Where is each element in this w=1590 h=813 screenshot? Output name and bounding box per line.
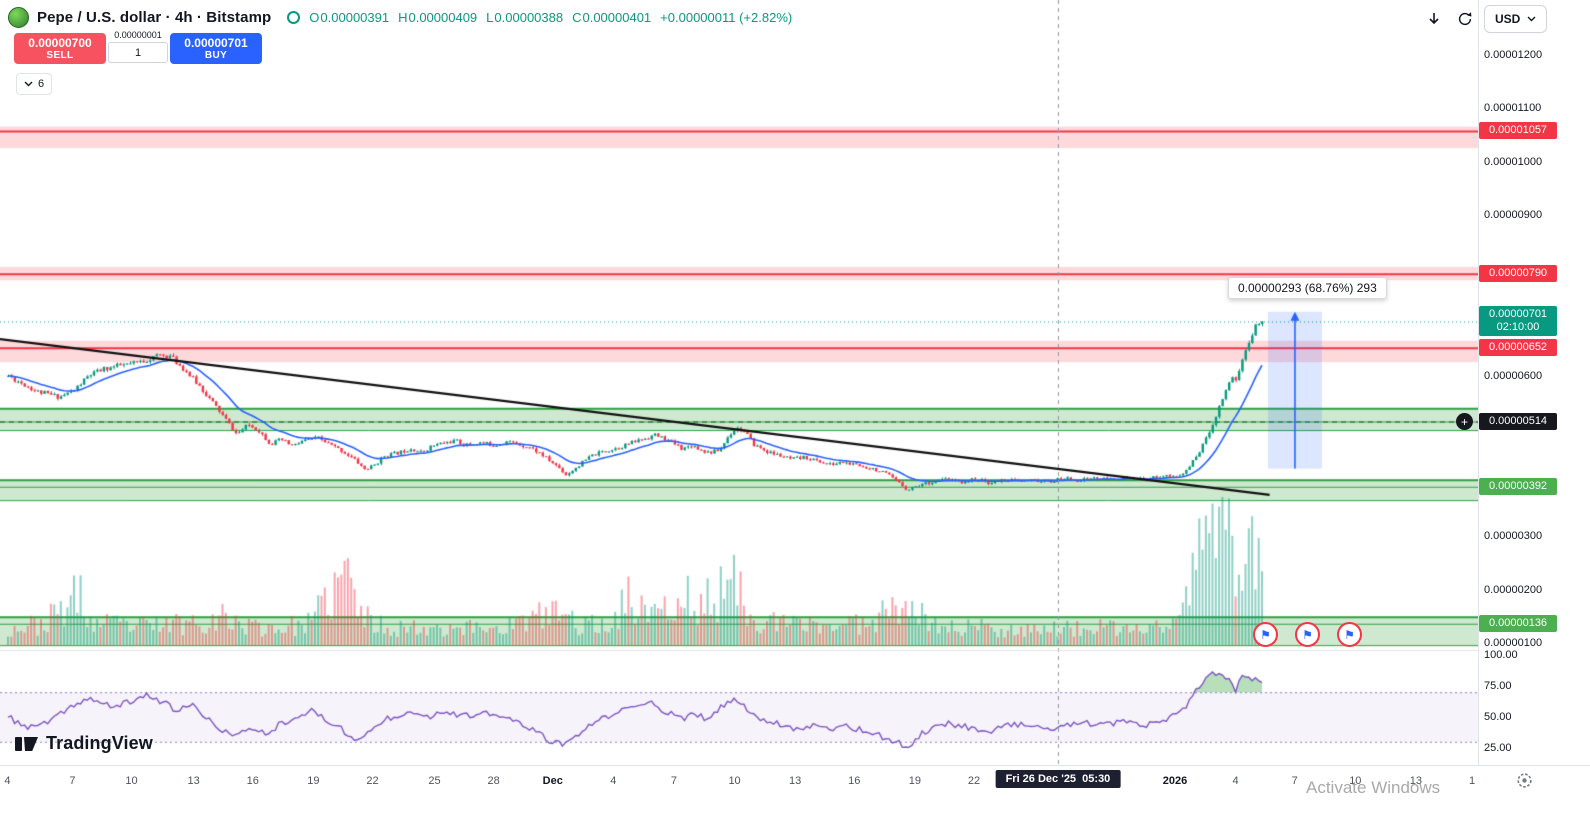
sell-label: SELL (46, 49, 74, 61)
chart-canvas[interactable] (0, 0, 1478, 765)
top-right-controls: USD (1422, 5, 1548, 33)
time-axis-label: 2026 (1162, 775, 1188, 787)
time-axis-label: Dec (542, 775, 563, 787)
pepe-coin-icon (8, 6, 29, 28)
flag-marker-icon[interactable]: ⚑ (1253, 622, 1278, 647)
symbol-title[interactable]: Pepe / U.S. dollar · 4h · Bitstamp (37, 8, 272, 26)
time-axis-label: 19 (908, 775, 921, 787)
time-axis-label: 22 (366, 775, 379, 787)
close-value: 0.00000401 (582, 9, 652, 25)
object-tree-count: 6 (38, 78, 45, 90)
tradingview-logo[interactable]: TradingView (14, 733, 153, 754)
price-axis-badge: 0.00000652 (1479, 338, 1557, 356)
add-alert-plus-icon[interactable]: + (1456, 413, 1473, 430)
flag-marker-icon[interactable]: ⚑ (1337, 622, 1362, 647)
price-axis-badge: 0.00000392 (1479, 477, 1557, 495)
time-axis-label: 22 (967, 775, 981, 787)
symbol-header: Pepe / U.S. dollar · 4h · Bitstamp O0.00… (8, 6, 792, 28)
buy-button[interactable]: 0.00000701 BUY (170, 33, 262, 64)
flag-markers: ⚑ ⚑ ⚑ (1253, 622, 1362, 647)
sell-price: 0.00000700 (28, 35, 92, 50)
price-axis-badge: 0.00000701 02:10:00 (1479, 306, 1557, 337)
time-axis-label: 13 (187, 775, 200, 787)
refresh-icon[interactable] (1453, 7, 1477, 31)
spread-label: 0.00000001 (114, 30, 162, 40)
axis-settings-gear-icon[interactable] (1516, 772, 1533, 794)
chevron-down-icon (24, 81, 33, 87)
crosshair-time-badge: Fri 26 Dec '25 05:30 (995, 770, 1121, 788)
time-axis-label: 7 (670, 775, 678, 787)
time-axis-label: 4 (4, 775, 11, 787)
buy-price: 0.00000701 (184, 35, 248, 50)
price-axis-label: 75.00 (1484, 680, 1512, 692)
price-axis-label: 0.00000100 (1484, 637, 1543, 649)
flag-glyph: ⚑ (1302, 627, 1313, 642)
activate-windows-watermark: Activate Windows (1306, 778, 1441, 797)
time-axis-label: 10 (1349, 775, 1362, 787)
time-axis-label: 4 (610, 775, 617, 787)
price-axis-label: 0.00001200 (1484, 48, 1543, 61)
change-value: +0.00000011 (+2.82%) (660, 9, 793, 25)
time-axis-label: 16 (246, 775, 259, 787)
flag-glyph: ⚑ (1260, 627, 1271, 642)
chevron-down-icon (1527, 16, 1536, 22)
close-label: C (572, 9, 582, 25)
price-axis-badge: 0.00000514 (1479, 412, 1557, 430)
price-axis-badge: 0.00000136 (1479, 614, 1557, 632)
low-label: L (486, 9, 494, 25)
qty-widget: 0.00000001 1 (108, 30, 168, 63)
download-icon[interactable] (1422, 7, 1446, 31)
time-axis-label: 28 (487, 775, 500, 787)
time-axis-label: 1 (1469, 775, 1476, 787)
flag-glyph: ⚑ (1344, 627, 1355, 642)
time-axis-label: 7 (1291, 775, 1298, 787)
time-axis-label: 13 (1409, 775, 1423, 787)
object-tree-toggle[interactable]: 6 (16, 73, 53, 95)
price-axis-badge: 0.00000790 (1479, 264, 1557, 282)
price-axis-label: 100.00 (1484, 649, 1518, 661)
time-axis-label: 10 (125, 775, 138, 787)
price-axis-label: 0.00001000 (1484, 155, 1543, 168)
price-axis-label: 0.00000300 (1484, 530, 1543, 542)
tradingview-mark-icon (15, 737, 38, 751)
time-axis-label: 10 (728, 775, 741, 787)
time-axis-label: 7 (69, 775, 76, 787)
price-axis-badge: 0.00001057 (1479, 122, 1557, 139)
ohlc-legend: O0.00000391 H0.00000409 L0.00000388 C0.0… (309, 10, 792, 25)
price-axis[interactable]: 0.00001200 0.00001100 0.00001000 0.00000900… (1478, 0, 1590, 765)
price-axis-label: 0.00000600 (1484, 369, 1543, 382)
open-value: 0.00000391 (320, 9, 390, 25)
currency-label: USD (1495, 12, 1521, 26)
buy-label: BUY (204, 49, 228, 61)
time-axis-label: 4 (1232, 775, 1239, 787)
time-axis-label: 25 (428, 775, 441, 787)
series-status-dot-icon (287, 10, 301, 24)
price-axis-label: 25.00 (1484, 742, 1512, 754)
tradingview-wordmark: TradingView (46, 733, 153, 753)
quantity-input[interactable]: 1 (108, 42, 168, 63)
open-label: O (309, 9, 320, 25)
low-value: 0.00000388 (494, 9, 564, 25)
flag-marker-icon[interactable]: ⚑ (1295, 622, 1320, 647)
price-axis-label: 0.00000900 (1484, 209, 1543, 221)
time-axis-label: 19 (307, 775, 320, 787)
high-label: H (398, 9, 408, 25)
high-value: 0.00000409 (408, 9, 478, 25)
price-axis-label: 0.00001100 (1484, 102, 1542, 114)
time-axis[interactable]: 4 7 10 13 16 19 22 25 28 Dec 4 7 10 13 16 19 22 2026 4 7 10 1… (0, 765, 1590, 813)
time-axis-label: 16 (848, 775, 861, 787)
sell-button[interactable]: 0.00000700 SELL (14, 33, 106, 64)
currency-select[interactable]: USD (1484, 5, 1548, 33)
price-axis-label: 50.00 (1484, 711, 1512, 723)
time-axis-label: 13 (789, 775, 802, 787)
price-axis-label: 0.00000200 (1484, 583, 1543, 596)
measure-tooltip: 0.00000293 (68.76%) 293 (1228, 277, 1387, 299)
